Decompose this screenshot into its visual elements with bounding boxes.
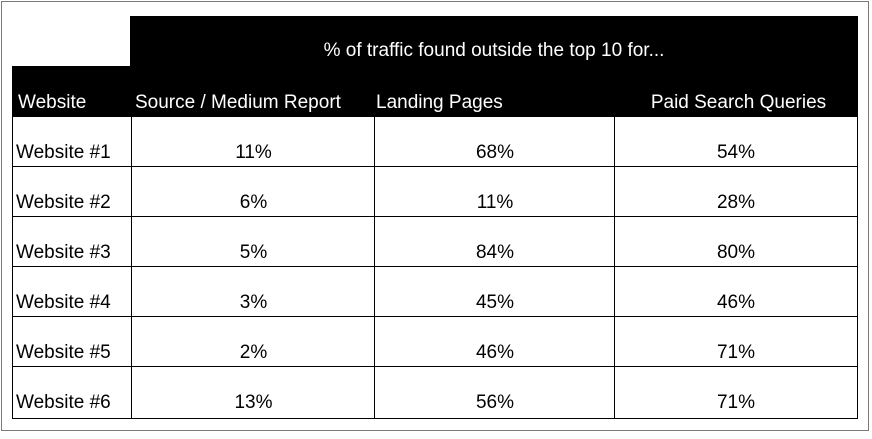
row-label: Website #4 bbox=[16, 292, 111, 313]
cell-landing-pages: 46% bbox=[475, 342, 515, 363]
table-caption-band: % of traffic found outside the top 10 fo… bbox=[130, 16, 858, 66]
column-header-website: Website bbox=[18, 92, 87, 113]
cell-source-medium: 3% bbox=[239, 292, 268, 313]
cell-paid-search: 28% bbox=[716, 192, 756, 213]
row-label: Website #2 bbox=[16, 192, 111, 213]
cell-landing-pages: 84% bbox=[475, 242, 515, 263]
cell-source-medium: 6% bbox=[239, 192, 268, 213]
column-header-landing-pages: Landing Pages bbox=[376, 92, 503, 113]
row-label: Website #6 bbox=[16, 392, 111, 413]
table-row: Website #6 13% 56% 71% bbox=[13, 367, 857, 417]
table-row: Website #5 2% 46% 71% bbox=[13, 317, 857, 367]
row-label: Website #1 bbox=[16, 142, 111, 163]
column-header-source-medium: Source / Medium Report bbox=[135, 92, 341, 113]
cell-landing-pages: 56% bbox=[475, 392, 515, 413]
cell-source-medium: 2% bbox=[239, 342, 268, 363]
cell-paid-search: 46% bbox=[716, 292, 756, 313]
table-row: Website #4 3% 45% 46% bbox=[13, 267, 857, 317]
traffic-table: % of traffic found outside the top 10 fo… bbox=[12, 16, 858, 419]
cell-paid-search: 71% bbox=[716, 342, 756, 363]
row-label: Website #3 bbox=[16, 242, 111, 263]
cell-landing-pages: 68% bbox=[475, 142, 515, 163]
column-divider bbox=[614, 117, 615, 418]
table-header-row: Website Source / Medium Report Landing P… bbox=[12, 66, 858, 117]
row-label: Website #5 bbox=[16, 342, 111, 363]
cell-source-medium: 13% bbox=[234, 392, 273, 413]
column-header-paid-search: Paid Search Queries bbox=[650, 92, 827, 113]
cell-paid-search: 80% bbox=[716, 242, 756, 263]
cell-paid-search: 71% bbox=[716, 392, 756, 413]
cell-landing-pages: 45% bbox=[475, 292, 515, 313]
table-row: Website #3 5% 84% 80% bbox=[13, 217, 857, 267]
table-row: Website #2 6% 11% 28% bbox=[13, 167, 857, 217]
column-divider bbox=[374, 117, 375, 418]
image-frame bbox=[1, 1, 869, 431]
cell-source-medium: 11% bbox=[235, 142, 272, 163]
column-divider bbox=[131, 117, 132, 418]
table-caption: % of traffic found outside the top 10 fo… bbox=[323, 40, 665, 61]
table-body: Website #1 11% 68% 54% Website #2 6% 11%… bbox=[12, 117, 858, 419]
cell-landing-pages: 11% bbox=[476, 192, 514, 213]
cell-paid-search: 54% bbox=[716, 142, 756, 163]
table-row: Website #1 11% 68% 54% bbox=[13, 117, 857, 167]
cell-source-medium: 5% bbox=[239, 242, 268, 263]
